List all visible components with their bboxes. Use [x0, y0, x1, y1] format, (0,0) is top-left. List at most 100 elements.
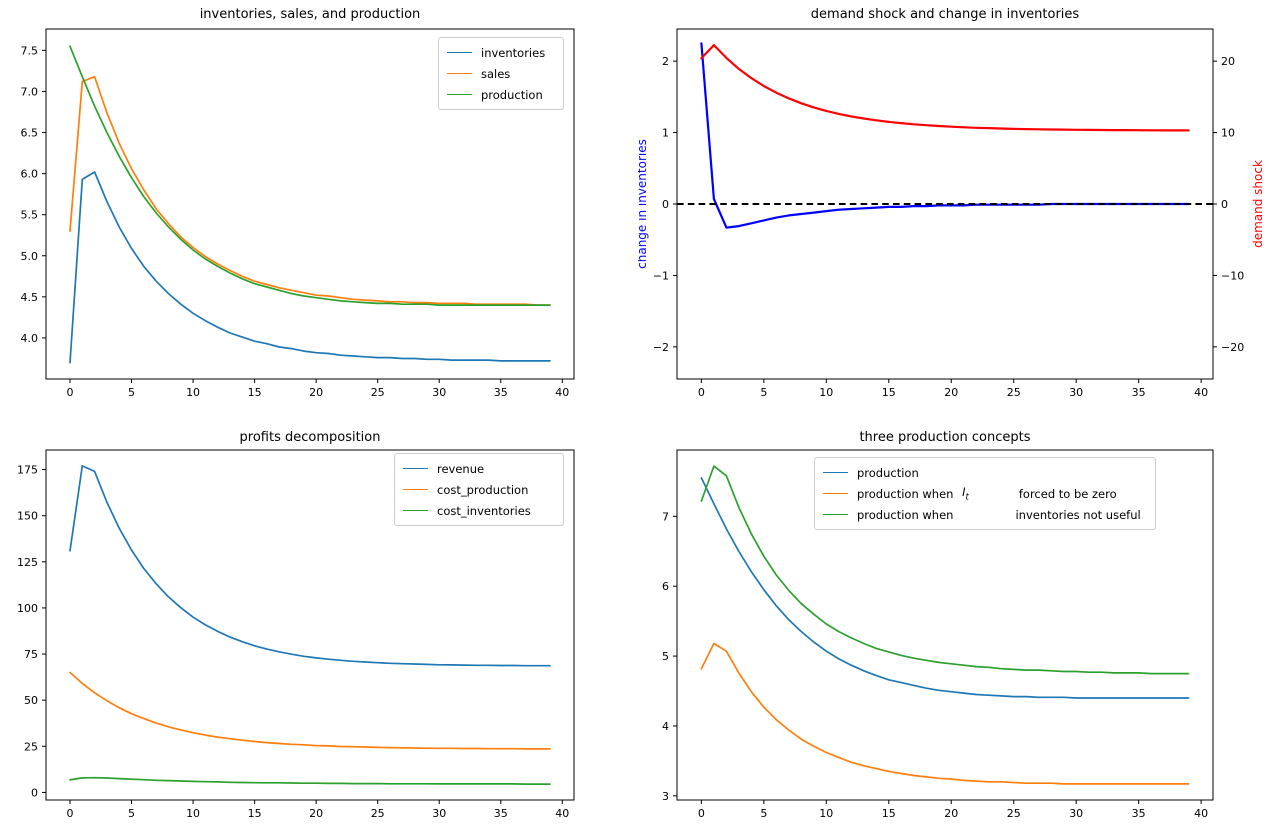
- chart-canvas-top-right: 0 5 10 15 20 25 30 35 40−2−1012−20−1001020change…: [638, 28, 1265, 399]
- chart-canvas-top-left: 0 5 10 15 20 25 30 35 40 4.0 4.5 5.0 5.5 6.0 6.5 7.0 7.5: [21, 28, 575, 399]
- x-tick-label: 10: [186, 807, 200, 820]
- legend-item-cost-inventories: cost_inventories: [403, 500, 555, 521]
- legend-label-text: cost_production: [437, 482, 529, 497]
- x-tick-label: 30: [1069, 386, 1083, 399]
- y-tick-label: 6.0: [21, 168, 39, 181]
- chart-title-top-left: inventories, sales, and production: [199, 7, 421, 22]
- right-y-tick-label: 10: [1221, 127, 1235, 140]
- y-tick-label: 0: [31, 786, 38, 799]
- y-tick-label: −1: [653, 269, 669, 282]
- series-line-production-when-inventories-not-useful: [700, 465, 1190, 675]
- legend: inventories sales production: [438, 37, 564, 110]
- y-tick-label: 75: [24, 648, 38, 661]
- x-tick-label: 35: [1132, 807, 1146, 820]
- y-tick-label: 0: [662, 198, 669, 211]
- x-tick-label: 0: [698, 807, 705, 820]
- legend-label-text: forced to be zero: [1018, 486, 1117, 501]
- x-tick-label: 15: [882, 807, 896, 820]
- right-y-tick-label: −10: [1221, 269, 1244, 282]
- series-line-change-in-inventories: [700, 42, 1190, 229]
- legend-label-text: sales: [481, 66, 511, 81]
- legend-label-text: production: [857, 465, 919, 480]
- y-tick-label: 25: [24, 740, 38, 753]
- x-tick-label: 20: [309, 386, 323, 399]
- legend-label-text: production when: [857, 486, 958, 501]
- x-tick-label: 20: [944, 386, 958, 399]
- x-tick-label: 15: [248, 807, 262, 820]
- series-line-revenue: [69, 465, 551, 667]
- series-line-cost-inventories: [69, 776, 551, 785]
- y-tick-label: 1: [662, 127, 669, 140]
- y-tick-label: 125: [17, 556, 38, 569]
- legend-label-text: cost_inventories: [437, 503, 531, 518]
- legend-item-inventories: inventories: [447, 42, 555, 63]
- series-line-cost-production: [69, 671, 551, 750]
- x-tick-label: 35: [494, 807, 508, 820]
- right-y-tick-label: 20: [1221, 55, 1235, 68]
- legend-line-swatch: [823, 514, 848, 515]
- x-tick-label: 20: [944, 807, 958, 820]
- legend-label-text: inventories not useful: [1015, 507, 1141, 522]
- x-tick-label: 30: [432, 807, 446, 820]
- chart-title-bottom-left: profits decomposition: [239, 430, 381, 445]
- legend: revenue cost_production cost_inventories: [394, 453, 564, 526]
- x-tick-label: 5: [128, 807, 135, 820]
- y-tick-label: 4.0: [21, 332, 39, 345]
- y-tick-label: 3: [662, 790, 669, 803]
- legend-line-swatch: [403, 510, 428, 511]
- y-tick-label: 50: [24, 694, 38, 707]
- chart-title-top-right: demand shock and change in inventories: [810, 7, 1080, 22]
- axes-frame: [45, 28, 575, 380]
- legend-item-production: production: [823, 462, 1147, 483]
- x-tick-label: 20: [309, 807, 323, 820]
- subplot-profits-decomposition: 0 5 10 15 20 25 30 35 40 0 25 50 75 100 125 150 175 prof…: [0, 417, 639, 834]
- x-tick-label: 25: [371, 807, 385, 820]
- legend-line-swatch: [447, 52, 472, 53]
- series-line-inventories: [69, 171, 551, 364]
- chart-canvas-bottom-left: 0 5 10 15 20 25 30 35 40 0 25 50 75 100 125 150 175: [17, 449, 575, 820]
- x-tick-label: 0: [67, 807, 74, 820]
- y-tick-label: 100: [17, 602, 38, 615]
- x-tick-label: 40: [555, 807, 569, 820]
- legend-label-text: inventories: [481, 45, 546, 60]
- x-tick-label: 40: [1194, 807, 1208, 820]
- y-tick-label: 4.5: [21, 291, 39, 304]
- axes-frame: [45, 449, 575, 801]
- legend-label-math: It: [962, 484, 969, 503]
- x-tick-label: 40: [1194, 386, 1208, 399]
- y-axis-label-left: change in inventories: [638, 139, 649, 269]
- legend-item-production-when-inventories-not-useful: production when inventories not useful: [823, 504, 1147, 525]
- y-tick-label: 5: [662, 650, 669, 663]
- x-tick-label: 35: [1132, 386, 1146, 399]
- right-y-tick-label: −20: [1221, 341, 1244, 354]
- legend-item-production-when-i-t-forced-to-be-zero: production when It forced to be zero: [823, 483, 1147, 504]
- legend-label-text: production: [481, 87, 543, 102]
- legend-line-swatch: [823, 472, 848, 473]
- series-line-demand-shock: [700, 43, 1190, 132]
- y-tick-label: 2: [662, 55, 669, 68]
- legend-line-swatch: [823, 493, 848, 494]
- legend-item-cost-production: cost_production: [403, 479, 555, 500]
- x-tick-label: 5: [760, 386, 767, 399]
- y-tick-label: 5.0: [21, 250, 39, 263]
- axes-frame: [676, 449, 1214, 801]
- x-tick-label: 25: [1007, 386, 1021, 399]
- y-tick-label: 6: [662, 580, 669, 593]
- legend-line-swatch: [403, 468, 428, 469]
- x-tick-label: 10: [819, 807, 833, 820]
- x-tick-label: 10: [186, 386, 200, 399]
- legend-item-sales: sales: [447, 63, 555, 84]
- legend-line-swatch: [447, 73, 472, 74]
- y-tick-label: 150: [17, 510, 38, 523]
- y-tick-label: 7.5: [21, 44, 39, 57]
- y-tick-label: 175: [17, 464, 38, 477]
- subplot-inventories-sales-production: 0 5 10 15 20 25 30 35 40 4.0 4.5 5.0 5.5 6.0 6.5 7.0 7.5…: [0, 0, 639, 417]
- legend-item-revenue: revenue: [403, 458, 555, 479]
- legend-label-gap: [953, 514, 1015, 515]
- x-tick-label: 30: [1069, 807, 1083, 820]
- legend-label-text: revenue: [437, 461, 485, 476]
- x-tick-label: 40: [555, 386, 569, 399]
- x-tick-label: 25: [1007, 807, 1021, 820]
- x-tick-label: 0: [698, 386, 705, 399]
